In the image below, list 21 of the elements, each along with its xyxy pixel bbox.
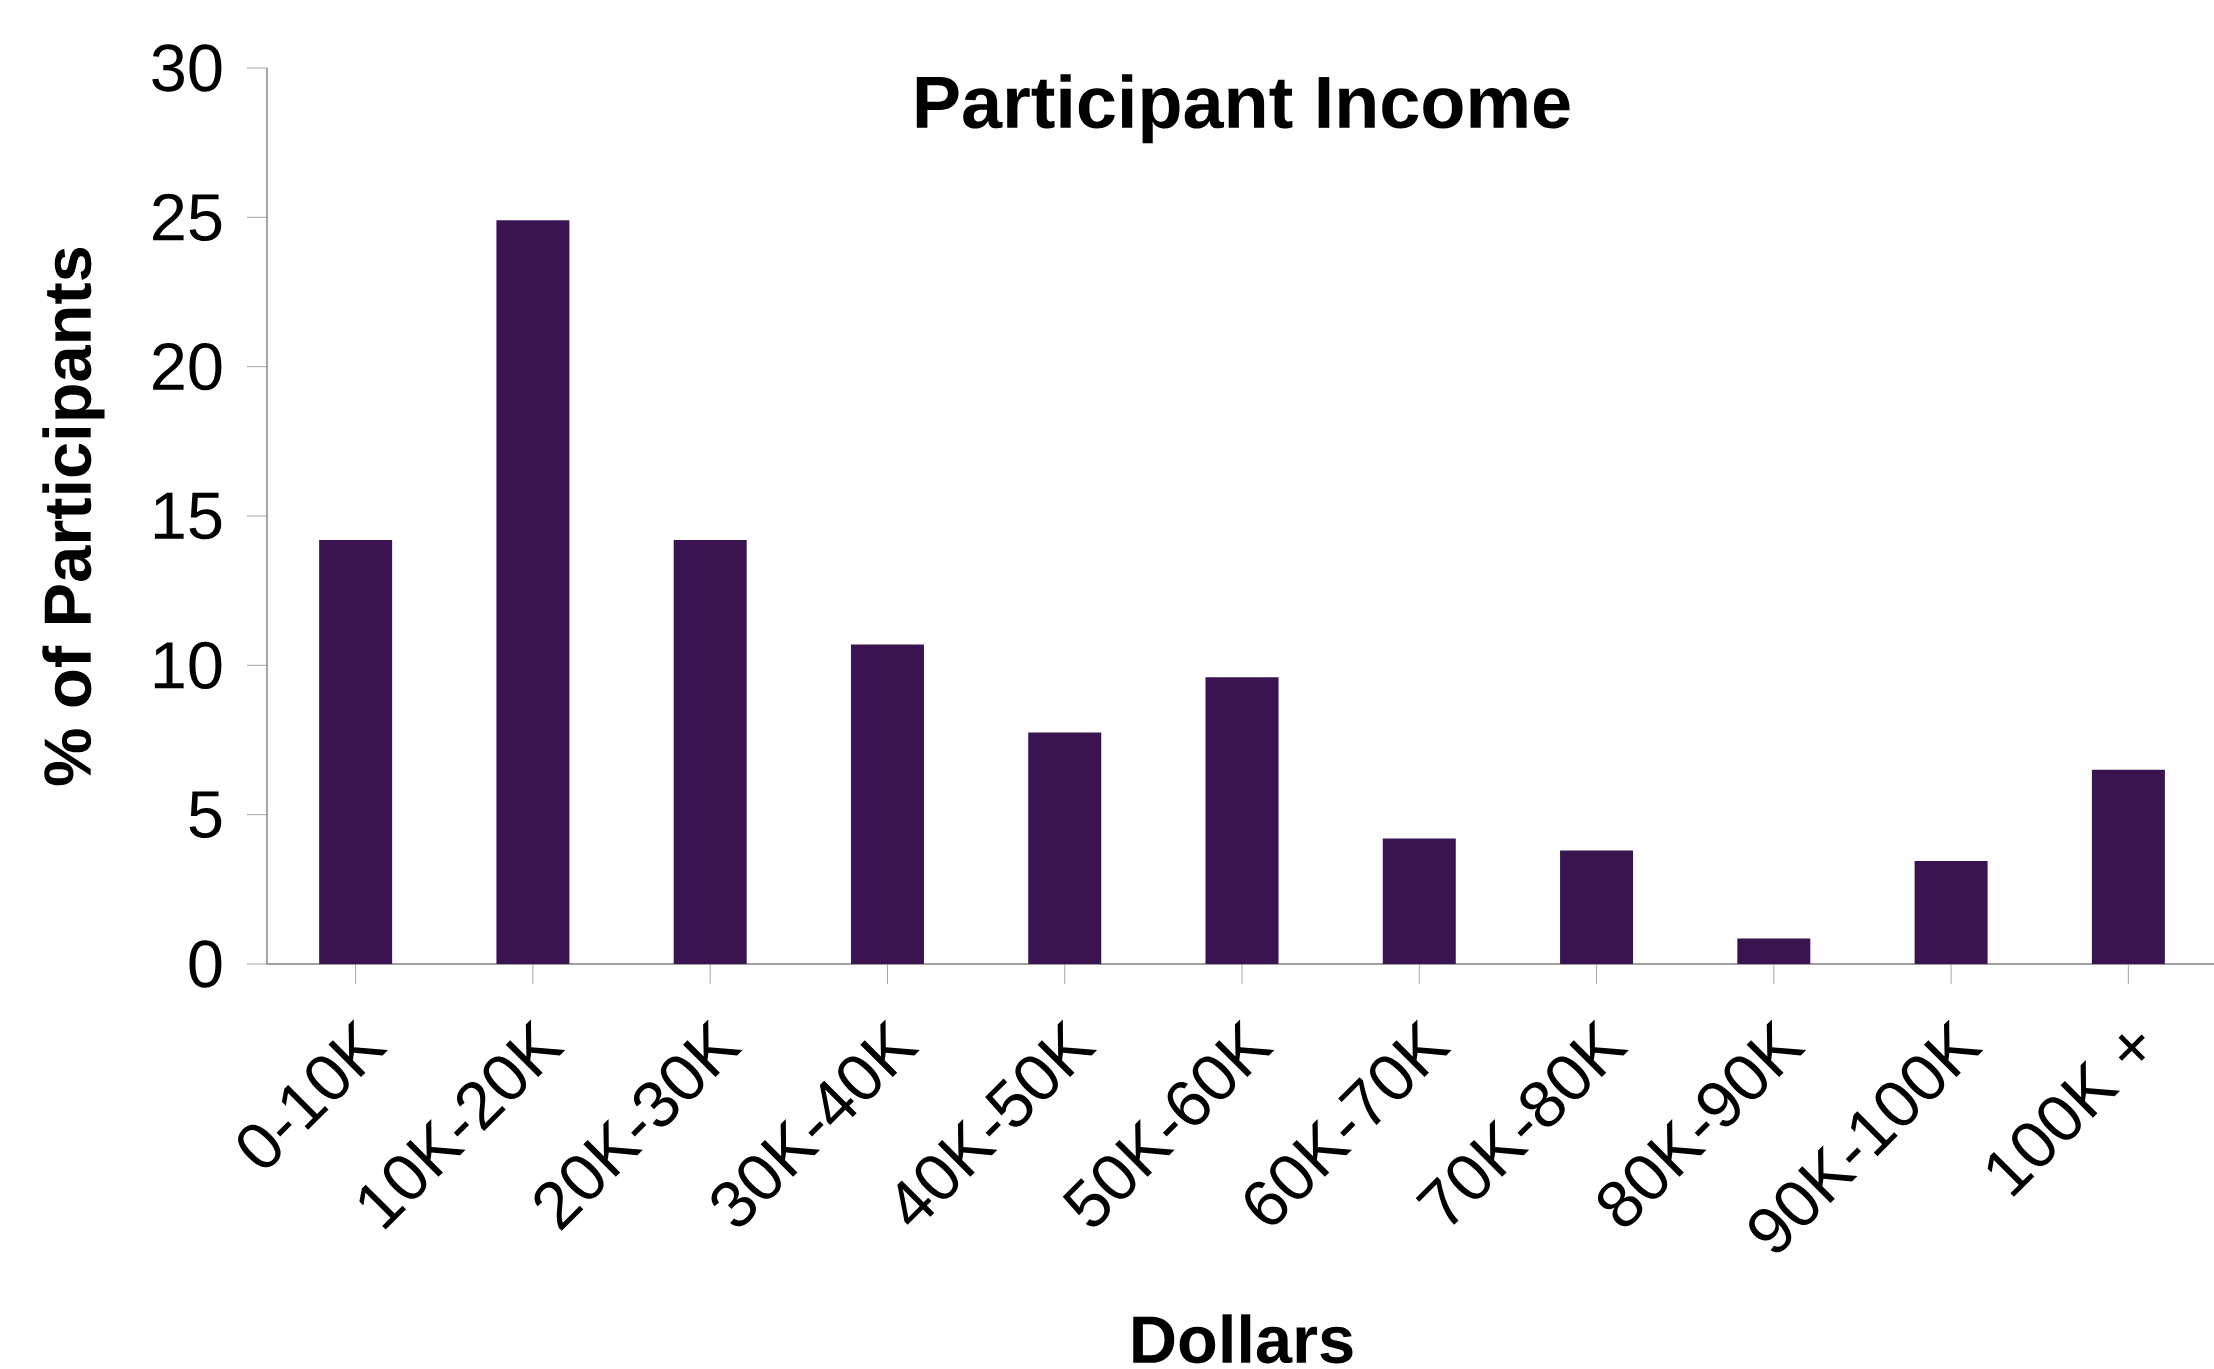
y-tick-label: 15 — [154, 492, 222, 540]
bar — [673, 539, 747, 964]
y-tick-label: 25 — [153, 193, 222, 241]
y-tick-label: 0 — [189, 940, 222, 988]
y-tick-label: 10 — [154, 641, 222, 689]
bar — [1737, 938, 1811, 964]
x-axis-title: Dollars — [1133, 1314, 1353, 1364]
chart-title: Participant Income — [916, 74, 1570, 144]
bar — [1560, 850, 1634, 964]
y-tick-label: 20 — [153, 343, 222, 391]
y-tick-label: 5 — [189, 791, 222, 838]
bar — [1382, 838, 1456, 964]
y-axis-title: % of Participants — [42, 247, 105, 786]
y-tick-label: 30 — [152, 44, 222, 92]
bar — [850, 644, 924, 964]
bar — [1205, 677, 1279, 964]
bar — [1028, 732, 1102, 964]
bar — [496, 220, 570, 964]
bar — [1914, 860, 1988, 964]
bar — [319, 539, 393, 964]
bar — [2091, 769, 2165, 964]
